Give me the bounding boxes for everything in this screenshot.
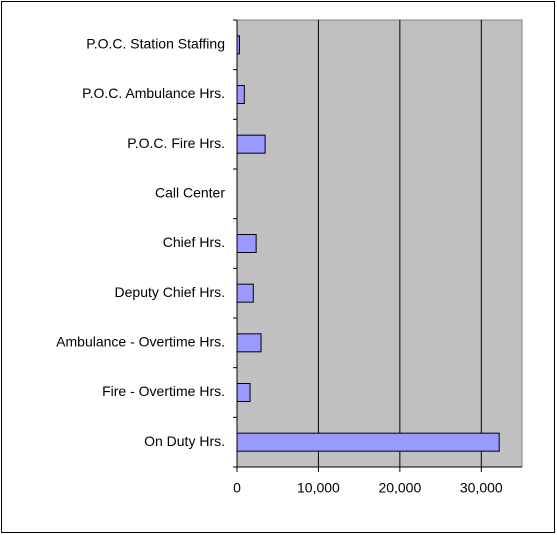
x-tick-label: 10,000 <box>297 480 340 496</box>
y-tick-label: Call Center <box>155 185 225 201</box>
y-tick-label: On Duty Hrs. <box>144 433 225 449</box>
y-tick-label: Ambulance - Overtime Hrs. <box>56 334 225 350</box>
bar <box>236 383 251 402</box>
x-tick-label: 0 <box>233 480 241 496</box>
bar <box>236 134 266 154</box>
bar <box>236 283 254 303</box>
y-tick-label: Fire - Overtime Hrs. <box>102 383 225 399</box>
x-tick-label: 30,000 <box>460 480 503 496</box>
y-tick-label: P.O.C. Fire Hrs. <box>127 135 225 151</box>
bar <box>236 234 257 253</box>
y-tick-label: P.O.C. Station Staffing <box>86 36 225 52</box>
y-tick-label: Chief Hrs. <box>163 234 225 250</box>
plot-area <box>236 19 523 468</box>
bar <box>236 333 262 353</box>
bar <box>236 432 500 452</box>
y-tick-label: P.O.C. Ambulance Hrs. <box>82 85 225 101</box>
bar <box>236 85 245 104</box>
y-tick-label: Deputy Chief Hrs. <box>115 284 225 300</box>
x-tick-label: 20,000 <box>378 480 421 496</box>
